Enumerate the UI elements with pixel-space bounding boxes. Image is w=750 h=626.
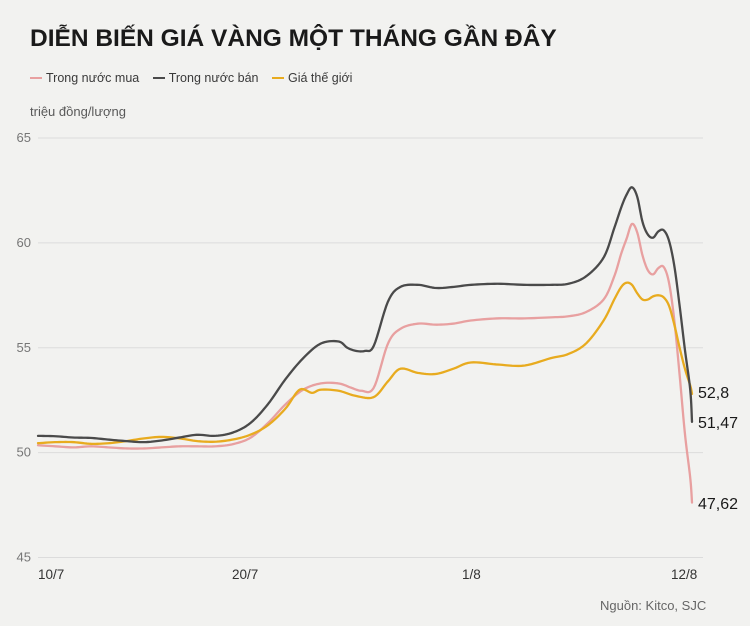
svg-text:45: 45 xyxy=(17,550,31,565)
svg-text:20/7: 20/7 xyxy=(232,567,258,582)
svg-text:47,62: 47,62 xyxy=(698,496,738,513)
svg-text:1/8: 1/8 xyxy=(462,567,481,582)
svg-text:51,47: 51,47 xyxy=(698,415,738,432)
svg-text:52,8: 52,8 xyxy=(698,385,729,402)
svg-text:10/7: 10/7 xyxy=(38,567,64,582)
svg-text:12/8: 12/8 xyxy=(671,567,697,582)
svg-text:55: 55 xyxy=(17,340,31,355)
svg-text:60: 60 xyxy=(17,235,31,250)
svg-text:50: 50 xyxy=(17,445,31,460)
svg-text:65: 65 xyxy=(17,130,31,145)
